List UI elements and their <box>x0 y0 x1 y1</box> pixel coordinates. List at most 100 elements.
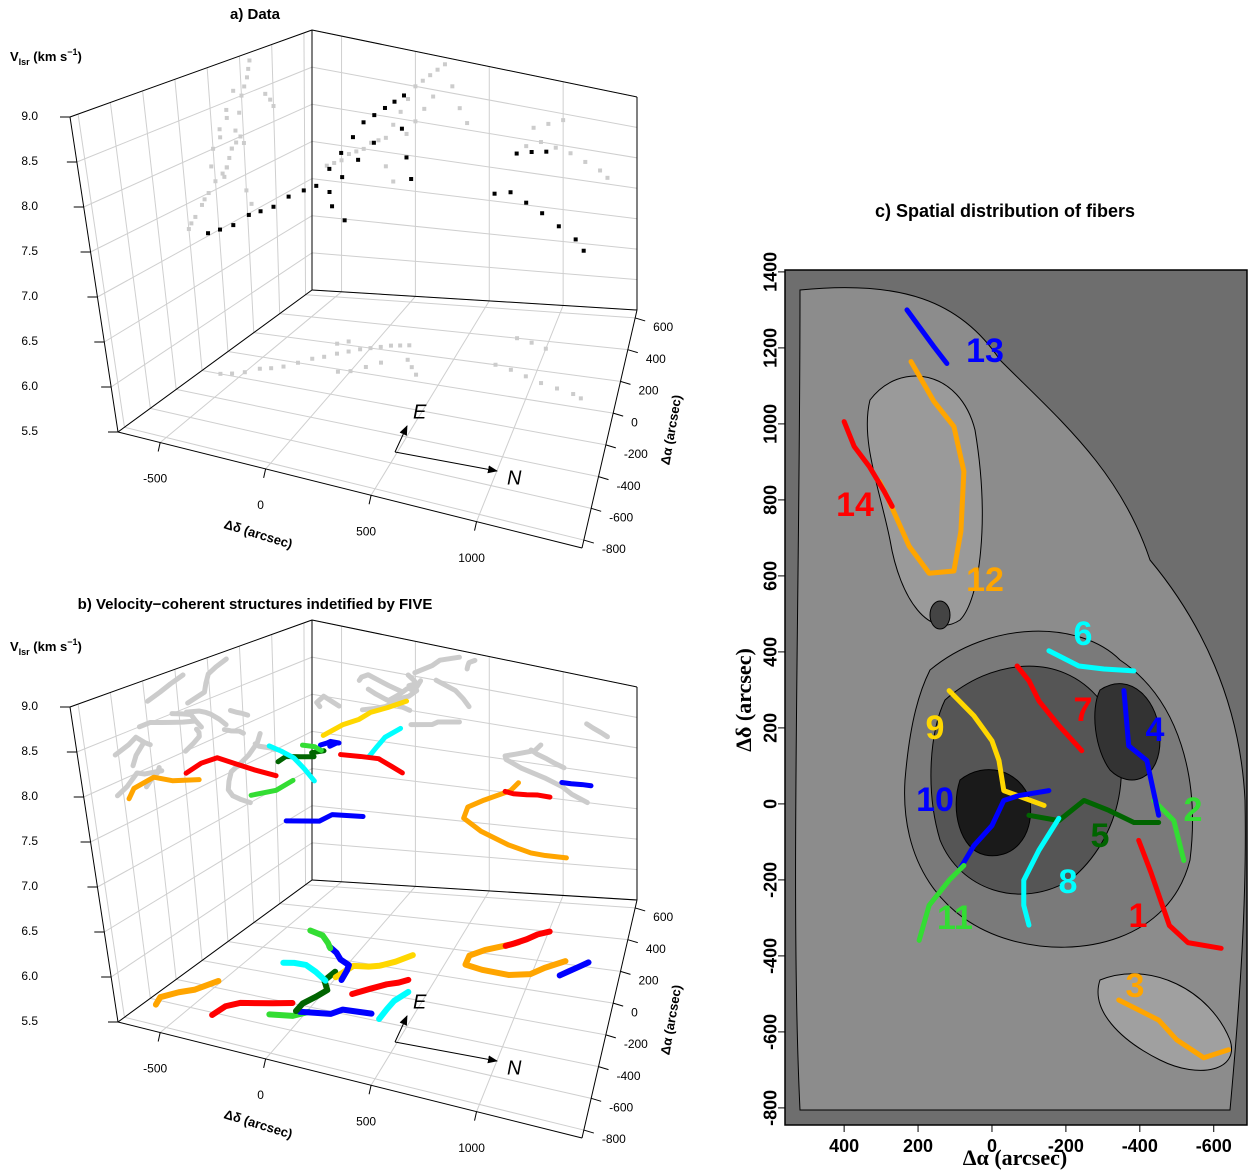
y-axis-label: Δδ (arcsec) <box>731 648 756 752</box>
fiber-3d <box>502 788 553 800</box>
grid-line <box>370 890 490 1086</box>
box-edge <box>311 29 638 98</box>
wall-shadow <box>185 656 229 706</box>
x-tick-label: -200 <box>1048 1136 1084 1156</box>
grid-line <box>159 881 342 1033</box>
y-tick <box>635 317 646 322</box>
fiber-label: 4 <box>1146 711 1165 749</box>
compass-label: E <box>413 401 427 423</box>
floor-shadow <box>335 369 340 374</box>
wall-shadow <box>408 719 462 728</box>
wall-shadow <box>332 160 337 165</box>
floor-shadow <box>295 360 300 365</box>
x-tick-label: 500 <box>356 524 376 538</box>
z-tick-label: 6.0 <box>21 379 38 393</box>
wall-shadow <box>209 164 214 169</box>
box-edge <box>311 619 638 688</box>
wall-shadow <box>546 121 551 126</box>
data-point <box>392 99 397 104</box>
grid-line <box>305 884 636 909</box>
floor-shadow <box>346 349 351 354</box>
wall-shadow <box>227 707 251 718</box>
fiber-label: 14 <box>836 486 874 524</box>
grid-line <box>176 978 599 1068</box>
y-tick-label: -400 <box>617 1069 641 1083</box>
data-point <box>206 231 211 236</box>
data-point <box>409 177 414 182</box>
floor-shadow <box>462 939 569 978</box>
z-tick-label: 6.5 <box>21 334 38 348</box>
data-point <box>404 155 409 160</box>
grid-line <box>265 296 416 470</box>
data-point <box>301 188 306 193</box>
y-axis-label: Δα (arcsec) <box>657 984 684 1056</box>
y-tick-label: 0 <box>631 1005 638 1019</box>
z-tick-label: 7.5 <box>21 244 38 258</box>
wall-shadow <box>247 58 252 63</box>
wall-shadow <box>183 708 229 728</box>
floor-shadow <box>378 360 383 365</box>
grid-line <box>370 300 490 496</box>
z-axis-label-part: V <box>10 639 19 654</box>
box-edge <box>117 879 313 1023</box>
floor-shadow <box>310 356 315 361</box>
fiber-3d <box>183 755 279 779</box>
grid-line <box>150 407 592 509</box>
y-tick <box>598 1066 609 1071</box>
z-tick-label: 9.0 <box>21 699 38 713</box>
wall-shadow <box>206 191 211 196</box>
fiber <box>1046 648 1137 674</box>
floor-shadow <box>269 366 274 371</box>
wall-shadow <box>199 202 204 207</box>
wall-shadow <box>420 78 425 83</box>
z-axis-label-part: ) <box>78 639 82 654</box>
wall-shadow <box>112 734 153 758</box>
fiber <box>904 307 950 366</box>
fiber <box>1014 663 1085 754</box>
wall-shadow <box>242 84 247 89</box>
fiber-label: 11 <box>937 899 973 937</box>
fiber <box>956 788 1052 873</box>
x-tick-label: 200 <box>903 1136 933 1156</box>
grid-line <box>253 332 621 382</box>
x-tick-label: 0 <box>987 1136 997 1156</box>
y-tick <box>627 939 638 944</box>
fiber-label: 3 <box>1126 967 1145 1005</box>
y-tick <box>591 507 602 512</box>
grid-line <box>476 305 564 522</box>
map-background <box>785 270 1247 1125</box>
wall-shadow <box>268 97 273 102</box>
wall-shadow <box>263 91 268 96</box>
z-tick-label: 5.5 <box>21 424 38 438</box>
floor-shadow <box>523 374 528 379</box>
compass-arrow <box>394 451 498 474</box>
data-point <box>327 189 332 194</box>
wall-shadow <box>442 62 447 67</box>
y-tick-label: 800 <box>761 485 781 515</box>
wall-shadow <box>387 678 424 703</box>
grid-line <box>142 680 177 980</box>
floor-shadow <box>218 371 223 376</box>
grid-line <box>279 313 628 351</box>
fiber-label: 1 <box>1129 897 1148 935</box>
y-tick-label: 400 <box>646 352 666 366</box>
floor-shadow <box>409 365 414 370</box>
grid-line <box>176 388 599 478</box>
floor-shadow <box>281 364 286 369</box>
grid-line <box>311 103 638 159</box>
y-tick-label: 200 <box>639 384 659 398</box>
fiber-3d <box>317 738 342 749</box>
wall-shadow <box>169 711 204 730</box>
grid-line <box>311 805 638 840</box>
data-point <box>529 150 534 155</box>
grid-line <box>142 90 177 390</box>
wall-shadow <box>376 138 381 143</box>
fiber-label: 8 <box>1059 863 1078 901</box>
wall-shadow <box>229 146 234 151</box>
floor-shadow <box>508 367 513 372</box>
grid-line <box>124 426 584 541</box>
grid-line <box>109 692 151 999</box>
wall-shadow <box>568 151 573 156</box>
wall-shadow <box>249 201 254 206</box>
data-point <box>327 166 332 171</box>
